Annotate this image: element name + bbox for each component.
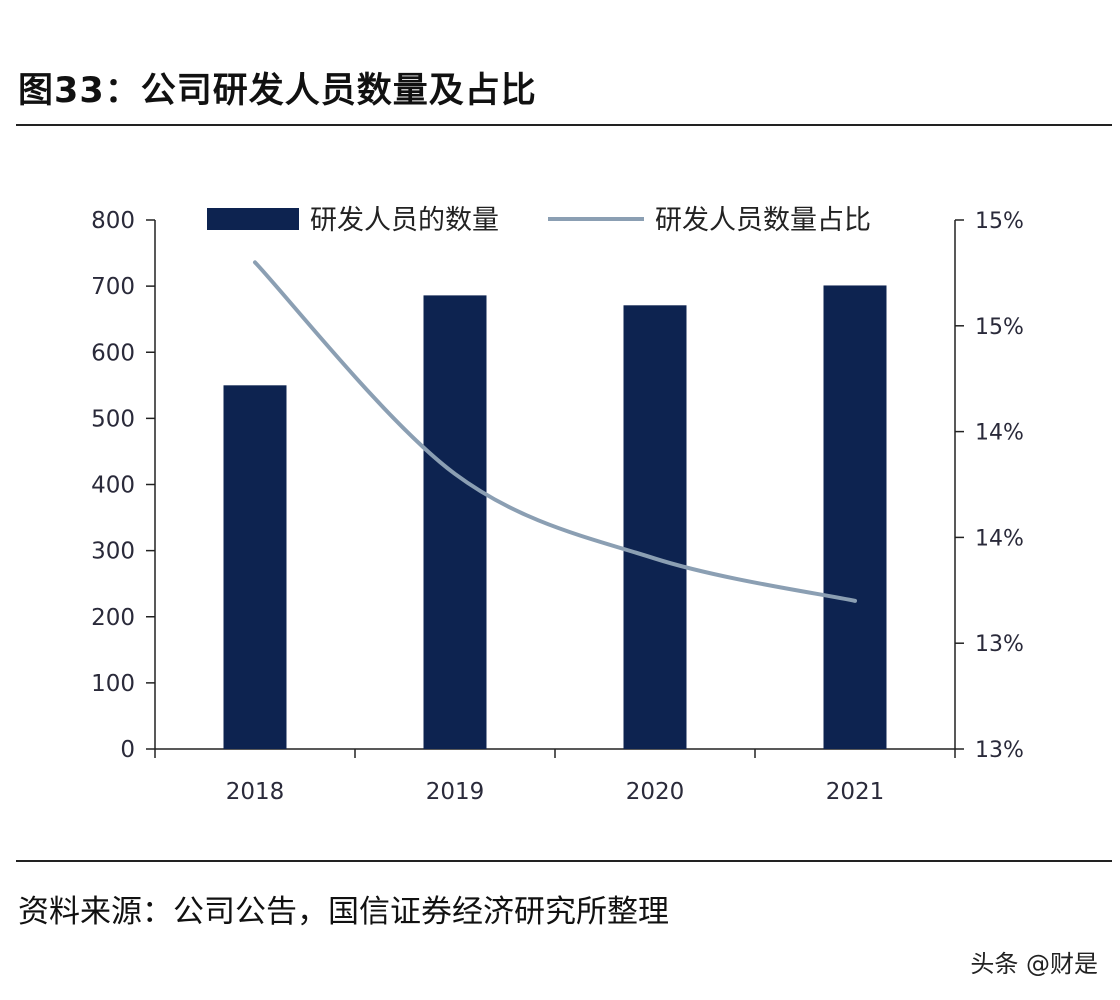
bar-series — [223, 285, 887, 749]
legend-bar-label: 研发人员的数量 — [310, 205, 499, 236]
chart-axes: 0 100 200 300 400 500 600 700 800 13% 13% 14% 14% 15%… — [91, 208, 1024, 805]
chart-legend: 研发人员的数量 研发人员数量占比 — [207, 205, 871, 236]
y-tick-label: 100 — [91, 671, 135, 697]
y2-tick-label: 15% — [975, 315, 1024, 340]
title-rule — [16, 124, 1112, 126]
y-tick-label: 200 — [91, 605, 135, 631]
x-tick-label: 2021 — [826, 779, 885, 805]
y-tick-label: 300 — [91, 539, 135, 565]
figure-title: 图33：公司研发人员数量及占比 — [18, 71, 537, 111]
bar-2019 — [423, 295, 487, 749]
x-tick-label: 2018 — [226, 779, 285, 805]
y-tick-label: 400 — [91, 473, 135, 499]
share-line — [253, 260, 857, 603]
y-tick-label: 700 — [91, 274, 135, 300]
line-series — [253, 260, 857, 603]
chart: 0 100 200 300 400 500 600 700 800 13% 13% 14% 14% 15%… — [91, 205, 1024, 805]
x-tick-label: 2020 — [626, 779, 685, 805]
bar-2020 — [623, 305, 687, 749]
legend-bar-swatch — [207, 208, 299, 230]
y2-tick-label: 13% — [975, 738, 1024, 763]
y2-tick-label: 14% — [975, 526, 1024, 551]
y-tick-label: 500 — [91, 406, 135, 432]
legend-line-label: 研发人员数量占比 — [655, 205, 871, 236]
watermark: 头条 @财是 — [970, 950, 1098, 978]
source-rule — [16, 860, 1112, 862]
x-tick-label: 2019 — [426, 779, 485, 805]
y-tick-label: 600 — [91, 340, 135, 366]
y2-tick-label: 14% — [975, 421, 1024, 446]
source-note: 资料来源：公司公告，国信证券经济研究所整理 — [18, 894, 669, 930]
y2-tick-label: 15% — [975, 209, 1024, 234]
bar-2018 — [223, 385, 287, 749]
y-tick-label: 800 — [91, 208, 135, 234]
bar-2021 — [823, 285, 887, 749]
y-tick-label: 0 — [120, 737, 135, 763]
y2-tick-label: 13% — [975, 632, 1024, 657]
